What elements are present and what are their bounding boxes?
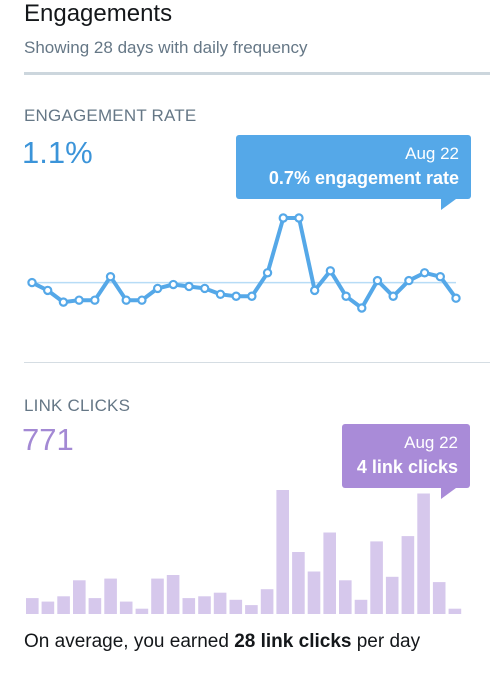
- engagement-rate-line-chart[interactable]: [0, 200, 500, 350]
- data-point: [58, 297, 69, 307]
- data-point: [451, 293, 461, 303]
- bar: [73, 580, 86, 614]
- data-point: [278, 213, 288, 223]
- link-clicks-bar-chart[interactable]: [0, 486, 500, 616]
- bar: [385, 576, 399, 614]
- tooltip-pointer: [441, 488, 456, 499]
- bar: [26, 598, 39, 614]
- engagement-rate-label: ENGAGEMENT RATE: [24, 106, 197, 125]
- header-divider: [24, 72, 490, 75]
- tooltip-date: Aug 22: [404, 433, 458, 452]
- bar: [151, 578, 164, 614]
- data-point: [294, 213, 304, 223]
- summary-prefix: On average, you earned: [24, 631, 235, 652]
- bar: [354, 599, 368, 614]
- data-point: [168, 279, 179, 290]
- bar: [213, 592, 227, 614]
- tooltip-pointer: [441, 199, 456, 210]
- data-point: [152, 283, 163, 294]
- link-clicks-value: 771: [22, 422, 74, 457]
- link-clicks-label: LINK CLICKS: [24, 396, 131, 415]
- data-point: [27, 277, 37, 288]
- data-point: [90, 295, 100, 305]
- engagement-rate-tooltip: Aug 22 0.7% engagement rate: [236, 135, 471, 199]
- bar: [276, 490, 289, 614]
- bar: [104, 578, 117, 614]
- data-point: [137, 295, 147, 305]
- bar: [401, 536, 415, 614]
- page-title: Engagements: [24, 0, 173, 27]
- bar: [245, 605, 258, 614]
- data-point: [74, 295, 84, 305]
- engagement-series-line: [31, 216, 458, 310]
- data-point: [404, 275, 414, 286]
- data-point: [121, 295, 131, 305]
- bar: [198, 596, 211, 614]
- bar: [88, 598, 102, 614]
- bar: [135, 608, 149, 614]
- bar: [260, 589, 274, 614]
- data-point: [105, 271, 116, 282]
- data-point: [325, 266, 336, 276]
- data-point: [435, 271, 445, 282]
- bar: [448, 608, 462, 614]
- data-point: [419, 268, 430, 278]
- link-clicks-tooltip: Aug 22 4 link clicks: [342, 424, 470, 488]
- average-summary: On average, you earned 28 link clicks pe…: [24, 628, 484, 656]
- bar: [57, 596, 70, 614]
- engagement-rate-value: 1.1%: [22, 135, 93, 170]
- bar: [229, 599, 243, 614]
- tooltip-date: Aug 22: [405, 144, 459, 163]
- data-point: [357, 303, 367, 313]
- page-subtitle: Showing 28 days with daily frequency: [24, 38, 308, 57]
- bar: [119, 601, 133, 614]
- summary-emphasis: 28 link clicks: [234, 631, 352, 652]
- data-point: [200, 283, 210, 294]
- data-point: [341, 291, 351, 301]
- bar: [417, 493, 430, 614]
- data-point: [247, 291, 257, 301]
- bar: [370, 541, 383, 614]
- tooltip-value: 0.7% engagement rate: [268, 168, 459, 188]
- tooltip-value: 4 link clicks: [356, 457, 458, 477]
- bar: [292, 552, 305, 614]
- bar: [432, 582, 446, 614]
- bar: [166, 575, 180, 614]
- data-point: [388, 291, 398, 301]
- summary-suffix: per day: [351, 631, 421, 652]
- data-point: [372, 275, 383, 286]
- section-divider: [24, 362, 490, 363]
- data-point: [262, 268, 273, 278]
- data-point: [184, 281, 194, 292]
- bar: [307, 571, 321, 614]
- bar: [339, 580, 352, 614]
- bar: [323, 532, 336, 614]
- data-point: [43, 285, 53, 296]
- bar: [182, 598, 196, 614]
- data-point: [215, 289, 226, 300]
- data-point: [231, 291, 241, 301]
- data-point: [309, 285, 320, 296]
- bar: [41, 601, 55, 614]
